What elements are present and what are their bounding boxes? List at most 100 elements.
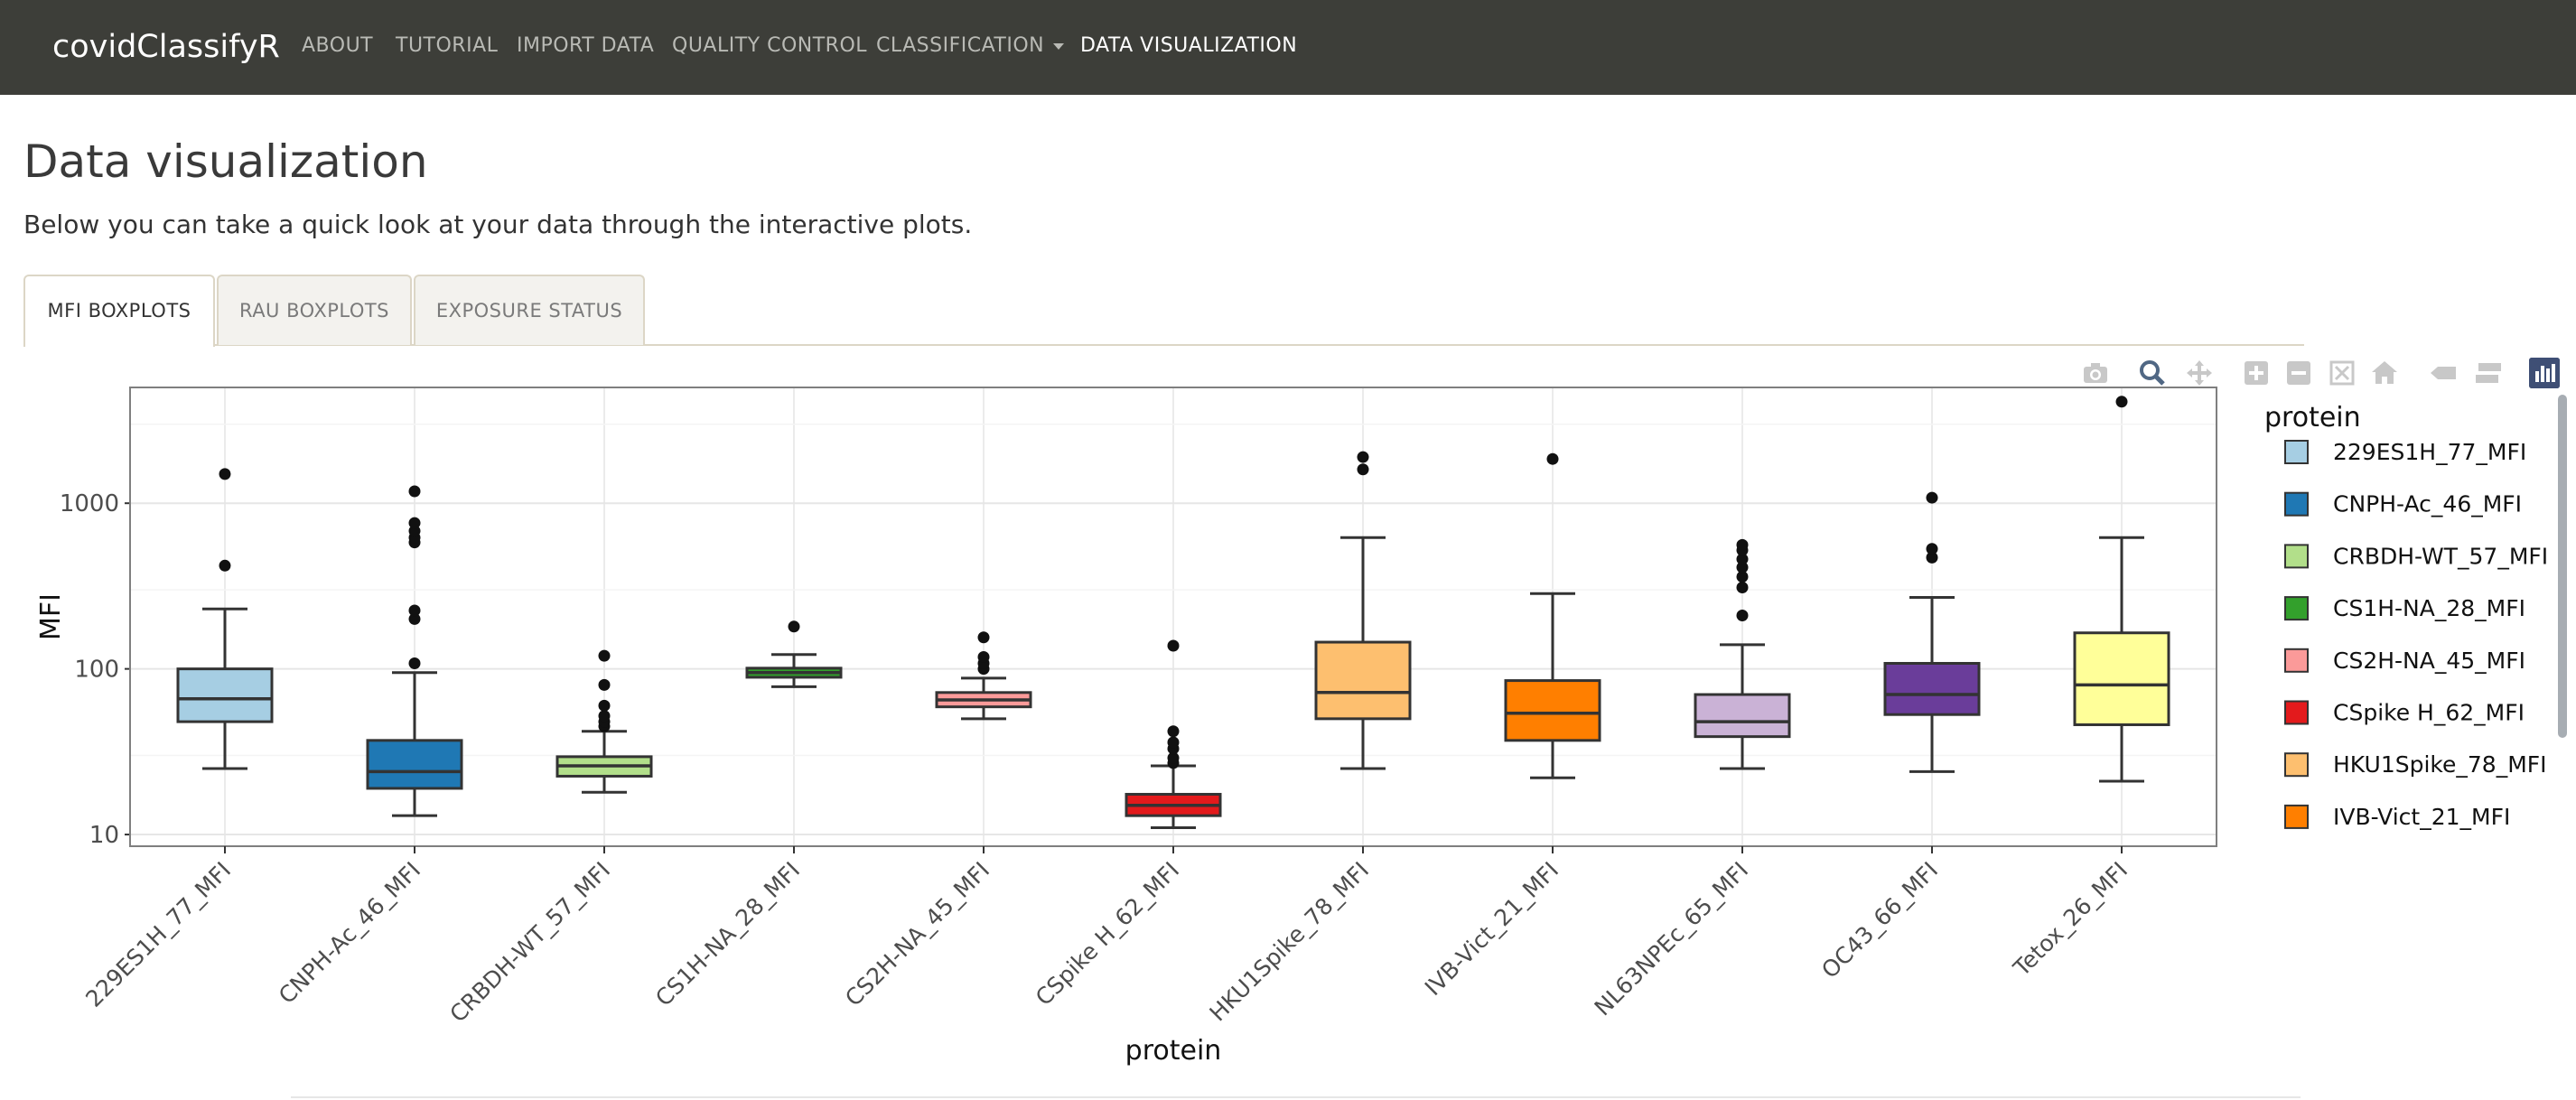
x-tick-label: HKU1Spike_78_MFI xyxy=(1204,857,1374,1027)
compare-hover-icon[interactable] xyxy=(2473,358,2504,388)
outlier-point[interactable] xyxy=(598,678,611,691)
box-trace-IVB-Vict_21_MFI[interactable] xyxy=(1504,452,1601,779)
box-trace-OC43_66_MFI[interactable] xyxy=(1883,491,1981,773)
outlier-point[interactable] xyxy=(598,699,611,712)
legend-title: protein xyxy=(2264,402,2361,433)
box-trace-CSpike-H_62_MFI[interactable] xyxy=(1125,639,1222,829)
legend-swatch xyxy=(2284,544,2309,569)
legend-label: CSpike H_62_MFI xyxy=(2333,700,2525,726)
box-trace-Tetox_26_MFI[interactable] xyxy=(2073,396,2170,783)
legend-scrollbar[interactable] xyxy=(2558,395,2567,738)
x-tick-label: CSpike H_62_MFI xyxy=(1031,857,1184,1011)
outlier-point[interactable] xyxy=(1736,610,1749,622)
box-iqr[interactable] xyxy=(1504,679,1601,742)
y-tick-label: 1000 xyxy=(60,490,119,517)
zoom-icon[interactable] xyxy=(2137,358,2168,388)
legend-item[interactable]: CS2H-NA_45_MFI xyxy=(2284,648,2525,674)
nav-data-visualization[interactable]: DATA VISUALIZATION xyxy=(1080,34,1298,57)
outlier-point[interactable] xyxy=(1167,751,1180,764)
app-brand[interactable]: covidClassifyR xyxy=(52,29,280,65)
legend-item[interactable]: CS1H-NA_28_MFI xyxy=(2284,595,2525,621)
outlier-point[interactable] xyxy=(598,649,611,662)
outlier-point[interactable] xyxy=(1167,736,1180,749)
box-iqr[interactable] xyxy=(1314,640,1412,721)
pan-icon[interactable] xyxy=(2184,358,2215,388)
page-title: Data visualization xyxy=(23,135,428,188)
legend-swatch xyxy=(2284,648,2309,673)
nav-quality-control[interactable]: QUALITY CONTROL xyxy=(672,34,868,57)
outlier-point[interactable] xyxy=(1357,451,1369,463)
reset-axes-icon[interactable] xyxy=(2369,358,2400,388)
legend-item[interactable]: HKU1Spike_78_MFI xyxy=(2284,751,2547,778)
outlier-point[interactable] xyxy=(977,650,990,663)
tab-exposure-status[interactable]: EXPOSURE STATUS xyxy=(414,275,645,345)
legend-item[interactable]: CRBDH-WT_57_MFI xyxy=(2284,543,2548,569)
spike-lines-icon[interactable] xyxy=(2428,358,2459,388)
legend-item[interactable]: CSpike H_62_MFI xyxy=(2284,700,2525,726)
zoom-out-icon[interactable] xyxy=(2283,358,2314,388)
outlier-point[interactable] xyxy=(1167,725,1180,738)
outlier-point[interactable] xyxy=(788,620,800,633)
box-iqr[interactable] xyxy=(176,667,274,723)
box-trace-CS1H-NA_28_MFI[interactable] xyxy=(745,620,843,688)
legend-swatch xyxy=(2284,491,2309,517)
y-tick-label: 10 xyxy=(89,822,119,849)
box-trace-NL63NPEc_65_MFI[interactable] xyxy=(1694,538,1791,770)
x-tick-label: CRBDH-WT_57_MFI xyxy=(444,857,615,1028)
x-tick-label: CS2H-NA_45_MFI xyxy=(840,857,994,1011)
box-iqr[interactable] xyxy=(1694,693,1791,739)
nav-tutorial[interactable]: TUTORIAL xyxy=(396,34,499,57)
nav-import-data[interactable]: IMPORT DATA xyxy=(517,34,655,57)
x-tick-label: CS1H-NA_28_MFI xyxy=(650,857,805,1011)
box-trace-229ES1H_77_MFI[interactable] xyxy=(176,468,274,770)
outlier-point[interactable] xyxy=(1357,463,1369,476)
box-iqr[interactable] xyxy=(2073,631,2170,726)
outlier-point[interactable] xyxy=(1926,551,1938,564)
legend-item[interactable]: 229ES1H_77_MFI xyxy=(2284,439,2526,465)
y-tick-label: 100 xyxy=(74,657,119,684)
outlier-point[interactable] xyxy=(408,485,421,498)
page-subtitle: Below you can take a quick look at your … xyxy=(23,210,973,239)
legend-item[interactable]: IVB-Vict_21_MFI xyxy=(2284,804,2510,830)
box-iqr[interactable] xyxy=(366,739,463,790)
outlier-point[interactable] xyxy=(1736,571,1749,583)
outlier-point[interactable] xyxy=(408,612,421,625)
zoom-in-icon[interactable] xyxy=(2241,358,2272,388)
legend-swatch xyxy=(2284,700,2309,725)
outlier-point[interactable] xyxy=(408,517,421,529)
tab-rau-boxplots[interactable]: RAU BOXPLOTS xyxy=(217,275,412,345)
legend-item[interactable]: CNPH-Ac_46_MFI xyxy=(2284,491,2522,517)
outlier-point[interactable] xyxy=(1926,491,1938,504)
legend-swatch xyxy=(2284,804,2309,829)
camera-icon[interactable] xyxy=(2080,358,2111,388)
x-tick-label: NL63NPEc_65_MFI xyxy=(1590,857,1754,1021)
autoscale-icon[interactable] xyxy=(2327,358,2357,388)
chevron-down-icon xyxy=(1053,42,1065,50)
outlier-point[interactable] xyxy=(1926,543,1938,555)
nav-classification[interactable]: CLASSIFICATION xyxy=(876,0,1065,95)
mfi-boxplot-chart[interactable]: 10 100 1000 MFI 229ES1H_77_MFI CNPH-Ac_46_MFI… xyxy=(0,361,2576,1084)
plotly-logo-icon[interactable] xyxy=(2529,358,2560,388)
outlier-point[interactable] xyxy=(219,559,231,572)
box-iqr[interactable] xyxy=(1883,661,1981,716)
outlier-point[interactable] xyxy=(1736,553,1749,565)
nav-about[interactable]: ABOUT xyxy=(302,34,374,57)
outlier-point[interactable] xyxy=(977,631,990,644)
outlier-point[interactable] xyxy=(219,468,231,480)
outlier-point[interactable] xyxy=(1736,561,1749,573)
x-tick-label: IVB-Vict_21_MFI xyxy=(1420,857,1563,1001)
legend-swatch xyxy=(2284,440,2309,464)
outlier-point[interactable] xyxy=(598,710,611,722)
box-trace-CS2H-NA_45_MFI[interactable] xyxy=(935,631,1032,721)
outlier-point[interactable] xyxy=(1736,538,1749,551)
outlier-point[interactable] xyxy=(408,657,421,669)
outlier-point[interactable] xyxy=(2115,396,2128,408)
outlier-point[interactable] xyxy=(1167,639,1180,652)
box-trace-CRBDH-WT_57_MFI[interactable] xyxy=(555,649,653,794)
tab-mfi-boxplots[interactable]: MFI BOXPLOTS xyxy=(23,275,215,347)
outlier-point[interactable] xyxy=(1736,582,1749,594)
box-trace-CNPH-Ac_46_MFI[interactable] xyxy=(366,485,463,817)
outlier-point[interactable] xyxy=(408,604,421,617)
box-trace-HKU1Spike_78_MFI[interactable] xyxy=(1314,451,1412,770)
outlier-point[interactable] xyxy=(1546,452,1559,465)
